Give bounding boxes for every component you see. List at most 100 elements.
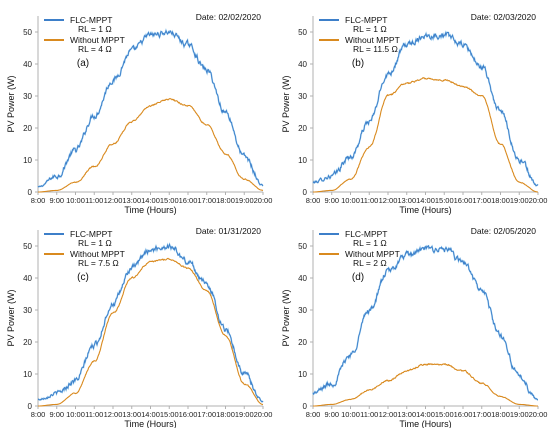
x-tick-label: 16:00 bbox=[454, 410, 473, 419]
x-tick-label: 9:00 bbox=[49, 196, 64, 205]
legend-series-load: RL = 2 Ω bbox=[353, 258, 387, 268]
y-tick-label: 40 bbox=[23, 274, 32, 283]
x-tick-label: 12:00 bbox=[379, 410, 398, 419]
x-tick-label: 18:00 bbox=[216, 196, 235, 205]
x-tick-label: 9:00 bbox=[324, 410, 339, 419]
legend-series-load: RL = 11.5 Ω bbox=[353, 44, 398, 54]
x-tick-label: 11:00 bbox=[360, 410, 378, 419]
x-tick-label: 19:00 bbox=[235, 196, 254, 205]
x-tick-label: 12:00 bbox=[379, 196, 398, 205]
x-tick-label: 17:00 bbox=[472, 196, 491, 205]
x-tick-label: 19:00 bbox=[510, 410, 529, 419]
date-annotation: Date: 02/05/2020 bbox=[471, 226, 536, 236]
x-tick-label: 15:00 bbox=[160, 196, 179, 205]
series-flc-mppt-line bbox=[37, 243, 264, 403]
series-without-mppt-line bbox=[313, 363, 538, 407]
x-tick-label: 8:00 bbox=[306, 196, 321, 205]
x-tick-label: 19:00 bbox=[510, 196, 529, 205]
x-tick-label: 16:00 bbox=[179, 196, 198, 205]
series-flc-mppt-line bbox=[37, 29, 264, 188]
x-tick-label: 14:00 bbox=[416, 410, 435, 419]
x-tick-label: 16:00 bbox=[454, 196, 473, 205]
y-tick-label: 30 bbox=[298, 92, 307, 101]
x-tick-label: 14:00 bbox=[416, 196, 435, 205]
series-flc-mppt-noise bbox=[312, 30, 539, 187]
x-tick-label: 11:00 bbox=[360, 196, 378, 205]
legend-series-load: RL = 1 Ω bbox=[353, 24, 387, 34]
x-tick-label: 10:00 bbox=[66, 196, 85, 205]
x-tick-label: 13:00 bbox=[397, 410, 416, 419]
x-tick-label: 17:00 bbox=[197, 410, 216, 419]
x-tick-label: 13:00 bbox=[122, 196, 141, 205]
x-tick-label: 20:00 bbox=[254, 410, 273, 419]
panel-label: (d) bbox=[352, 272, 364, 283]
x-tick-label: 15:00 bbox=[435, 410, 454, 419]
date-annotation: Date: 02/02/2020 bbox=[196, 12, 261, 22]
y-tick-label: 30 bbox=[23, 92, 32, 101]
y-tick-label: 50 bbox=[298, 242, 307, 251]
x-tick-label: 11:00 bbox=[85, 410, 103, 419]
series-flc-mppt-noise bbox=[312, 244, 539, 401]
legend-series-name: FLC-MPPT bbox=[345, 229, 388, 239]
x-tick-label: 17:00 bbox=[197, 196, 216, 205]
series-without-mppt-line bbox=[38, 97, 264, 193]
legend-series-name: Without MPPT bbox=[70, 35, 125, 45]
legend-series-load: RL = 7.5 Ω bbox=[78, 258, 119, 268]
y-axis-label: PV Power (W) bbox=[281, 289, 291, 346]
y-axis-label: PV Power (W) bbox=[6, 75, 16, 132]
x-tick-label: 13:00 bbox=[397, 196, 416, 205]
y-tick-label: 30 bbox=[298, 306, 307, 315]
x-tick-label: 14:00 bbox=[141, 196, 160, 205]
y-axis-label: PV Power (W) bbox=[6, 289, 16, 346]
y-tick-label: 0 bbox=[303, 402, 308, 411]
series-flc-mppt-noise bbox=[37, 28, 264, 188]
x-tick-label: 8:00 bbox=[306, 410, 321, 419]
panel-label: (b) bbox=[352, 58, 364, 69]
y-tick-label: 20 bbox=[23, 338, 32, 347]
x-tick-label: 15:00 bbox=[435, 196, 454, 205]
panel-label: (a) bbox=[77, 58, 89, 69]
legend-series-load: RL = 1 Ω bbox=[353, 238, 387, 248]
x-tick-label: 18:00 bbox=[491, 410, 510, 419]
y-tick-label: 50 bbox=[23, 28, 32, 37]
x-tick-label: 11:00 bbox=[85, 196, 103, 205]
x-tick-label: 18:00 bbox=[216, 410, 235, 419]
legend-series-name: FLC-MPPT bbox=[70, 229, 113, 239]
y-tick-label: 10 bbox=[23, 370, 32, 379]
x-tick-label: 10:00 bbox=[341, 196, 360, 205]
chart-panel-b: 0 10 20 30 40 50 8:00 9:00 10:00 11:00 12:00 13:00 1… bbox=[275, 0, 550, 215]
legend-series-name: Without MPPT bbox=[345, 249, 400, 259]
y-tick-label: 30 bbox=[23, 306, 32, 315]
x-tick-label: 9:00 bbox=[49, 410, 64, 419]
legend-series-name: FLC-MPPT bbox=[345, 15, 388, 25]
y-tick-label: 10 bbox=[298, 156, 307, 165]
legend-series-load: RL = 1 Ω bbox=[78, 238, 112, 248]
series-without-mppt-line bbox=[313, 77, 538, 193]
series-flc-mppt-line bbox=[312, 245, 538, 401]
x-tick-label: 9:00 bbox=[324, 196, 339, 205]
x-tick-label: 20:00 bbox=[529, 196, 548, 205]
x-tick-label: 8:00 bbox=[31, 196, 46, 205]
panel-label: (c) bbox=[77, 272, 89, 283]
x-tick-label: 8:00 bbox=[31, 410, 46, 419]
legend-series-name: Without MPPT bbox=[345, 35, 400, 45]
y-tick-label: 40 bbox=[298, 274, 307, 283]
x-tick-label: 18:00 bbox=[491, 196, 510, 205]
series-without-mppt-line bbox=[38, 257, 264, 407]
date-annotation: Date: 02/03/2020 bbox=[471, 12, 536, 22]
y-tick-label: 20 bbox=[298, 124, 307, 133]
legend-series-name: Without MPPT bbox=[70, 249, 125, 259]
x-tick-label: 12:00 bbox=[104, 410, 123, 419]
x-tick-label: 13:00 bbox=[122, 410, 141, 419]
legend-series-load: RL = 1 Ω bbox=[78, 24, 112, 34]
x-axis-label: Time (Hours) bbox=[399, 419, 451, 428]
y-tick-label: 50 bbox=[23, 242, 32, 251]
y-axis-label: PV Power (W) bbox=[281, 75, 291, 132]
x-axis-label: Time (Hours) bbox=[124, 205, 176, 215]
y-tick-label: 40 bbox=[23, 60, 32, 69]
date-annotation: Date: 01/31/2020 bbox=[196, 226, 261, 236]
x-tick-label: 16:00 bbox=[179, 410, 198, 419]
